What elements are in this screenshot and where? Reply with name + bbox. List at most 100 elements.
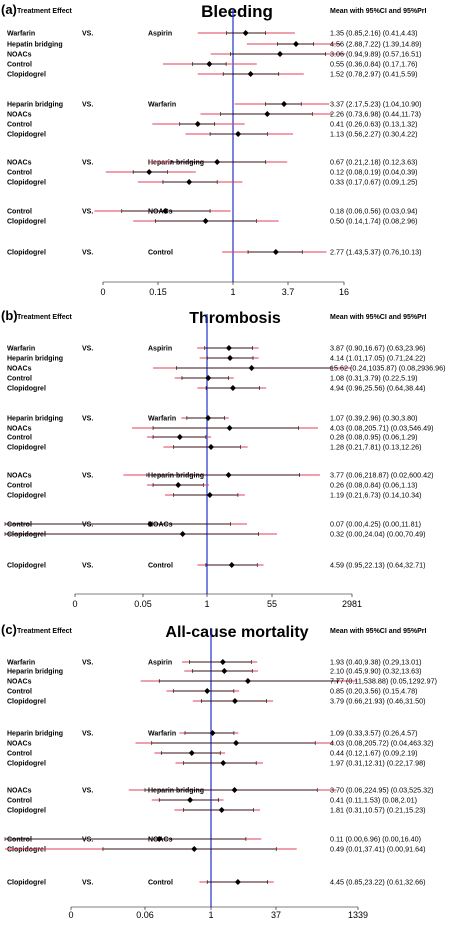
estimate-text: 0.41 (0.26,0.63) (0.13,1.32) <box>330 120 418 129</box>
x-tick-label: 0.06 <box>136 910 154 920</box>
point-estimate <box>226 425 233 431</box>
estimate-row: Heparin bridging 4.14 (1.01,17.05) (0.71,… <box>7 354 426 363</box>
treatment-label: NOACs <box>7 160 32 167</box>
left-header: Treatment Effect <box>17 314 73 321</box>
bleeding-forest-plot: (a) Treatment Effect Bleeding Mean with 95%… <box>1 2 427 297</box>
estimate-row: Control 0.55 (0.36,0.84) (0.17,1.76) <box>7 60 418 69</box>
point-estimate <box>156 836 163 842</box>
x-tick-label: 0.05 <box>134 599 152 609</box>
estimate-text: 0.33 (0.17,0.67) (0.09,1.25) <box>330 178 418 187</box>
treatment-label: Clopidogrel <box>7 250 46 257</box>
estimate-row: Clopidogrel VS. Control 4.59 (0.95,22.13) (… <box>7 561 426 570</box>
estimate-text: 0.28 (0.08,0.95) (0.06,1.29) <box>330 433 418 442</box>
treatment-label: Control <box>7 483 32 490</box>
estimate-text: 1.93 (0.40,9.38) (0.29,13.01) <box>330 658 422 667</box>
estimate-row: Control 0.85 (0.20,3.56) (0.15,4.78) <box>7 687 418 696</box>
treatment-label: Clopidogrel <box>7 493 46 500</box>
estimate-row: Clopidogrel 1.97 (0.31,12.31) (0.22,17.98… <box>7 759 426 768</box>
treatment-label: Control <box>7 170 32 177</box>
point-estimate <box>281 101 288 107</box>
mortality-forest-plot: (c) Treatment Effect All-cause mortality Me… <box>1 622 437 920</box>
vs-label: VS. <box>82 209 93 216</box>
treatment-label: Control <box>7 689 32 696</box>
point-estimate <box>206 492 213 498</box>
point-estimate <box>242 30 249 36</box>
estimate-text: 4.14 (1.01,17.05) (0.71,24.22) <box>330 354 426 363</box>
estimate-text: 0.12 (0.08,0.19) (0.04,0.39) <box>330 168 418 177</box>
comparator-label: Heparin bridging <box>148 160 204 167</box>
treatment-label: Clopidogrel <box>7 180 46 187</box>
treatment-label: Control <box>7 122 32 129</box>
point-estimate <box>204 688 211 694</box>
treatment-label: Clopidogrel <box>7 563 46 570</box>
left-header: Treatment Effect <box>17 628 73 635</box>
estimate-text: 15.62 (0.24,1035.87) (0.08,2936.96) <box>330 364 446 373</box>
point-estimate <box>146 169 153 175</box>
treatment-label: Clopidogrel <box>7 132 46 139</box>
point-estimate <box>179 531 186 537</box>
point-estimate <box>187 797 194 803</box>
point-estimate <box>229 385 236 391</box>
treatment-label: NOACs <box>7 52 32 59</box>
x-tick-label: 0 <box>68 910 73 920</box>
estimate-row: Clopidogrel 1.19 (0.21,6.73) (0.14,10.34) <box>7 491 422 500</box>
point-estimate <box>218 807 225 813</box>
estimate-row: Control VS. NOACs 0.07 (0.00,4.25) (0.00,11… <box>4 520 421 529</box>
estimate-text: 4.56 (2.88,7.22) (1.39,14.89) <box>330 40 422 49</box>
point-estimate <box>292 41 299 47</box>
point-estimate <box>221 668 228 674</box>
estimate-row: NOACs 4.03 (0.08,205.71) (0.03,546.49) <box>7 424 434 433</box>
treatment-label: Control <box>7 62 32 69</box>
estimate-text: 0.18 (0.06,0.56) (0.03,0.94) <box>330 207 418 216</box>
treatment-label: Clopidogrel <box>7 72 46 79</box>
estimate-row: Warfarin VS. Aspirin 3.87 (0.90,16.67) (0.6… <box>7 344 426 353</box>
comparator-label: Warfarin <box>148 102 176 109</box>
estimate-row: Clopidogrel 1.13 (0.56,2.27) (0.30,4.22) <box>7 130 418 139</box>
estimate-row: NOACs VS. Heparin bridging 3.77 (0.06,218.8… <box>7 471 434 480</box>
vs-label: VS. <box>82 731 93 738</box>
point-estimate <box>188 750 195 756</box>
point-estimate <box>208 444 215 450</box>
panel-tag: (a) <box>1 2 17 17</box>
estimate-row: Clopidogrel 0.33 (0.17,0.67) (0.09,1.25) <box>7 178 418 187</box>
treatment-label: Control <box>7 435 32 442</box>
treatment-label: NOACs <box>7 741 32 748</box>
x-tick-label: 55 <box>267 599 277 609</box>
point-estimate <box>147 521 154 527</box>
point-estimate <box>175 482 182 488</box>
estimate-row: Heparin bridging VS. Warfarin 1.09 (0.33,3.… <box>7 729 418 738</box>
estimate-text: 1.19 (0.21,6.73) (0.14,10.34) <box>330 491 422 500</box>
treatment-label: Heparin bridging <box>7 416 63 423</box>
estimate-row: NOACs 7.77 (0.11,538.88) (0.05,1292.97) <box>7 677 437 686</box>
point-estimate <box>248 365 255 371</box>
point-estimate <box>219 659 226 665</box>
estimate-row: Control 1.08 (0.31,3.79) (0.22,5.19) <box>7 374 418 383</box>
treatment-label: Heparin bridging <box>7 102 63 109</box>
treatment-label: Clopidogrel <box>7 445 46 452</box>
estimate-text: 3.77 (0.06,218.87) (0.02,600.42) <box>330 471 434 480</box>
right-header: Mean with 95%CI and 95%PrI <box>330 8 427 15</box>
estimate-text: 0.11 (0.00,6.96) (0.00,16.40) <box>330 835 421 844</box>
point-estimate <box>214 159 221 165</box>
estimate-text: 0.07 (0.00,4.25) (0.00,11.81) <box>330 520 421 529</box>
point-estimate <box>272 249 279 255</box>
point-estimate <box>225 345 232 351</box>
point-estimate <box>225 472 232 478</box>
point-estimate <box>227 355 234 361</box>
point-estimate <box>247 71 254 77</box>
estimate-text: 3.79 (0.66,21.93) (0.46,31.50) <box>330 697 426 706</box>
estimate-row: NOACs 3.06 (0.94,9.89) (0.57,16.51) <box>7 50 422 59</box>
treatment-label: Heparin bridging <box>7 356 63 363</box>
treatment-label: Control <box>7 209 32 216</box>
estimate-text: 3.37 (2.17,5.23) (1.04,10.90) <box>330 100 422 109</box>
point-estimate <box>206 61 213 67</box>
treatment-label: Clopidogrel <box>7 532 46 539</box>
estimate-text: 3.06 (0.94,9.89) (0.57,16.51) <box>330 50 422 59</box>
treatment-label: Warfarin <box>7 346 35 353</box>
estimate-text: 4.94 (0.96,25.56) (0.64,38.44) <box>330 384 426 393</box>
point-estimate <box>220 760 227 766</box>
x-tick-label: 37 <box>271 910 281 920</box>
treatment-label: Clopidogrel <box>7 808 46 815</box>
point-estimate <box>194 121 201 127</box>
